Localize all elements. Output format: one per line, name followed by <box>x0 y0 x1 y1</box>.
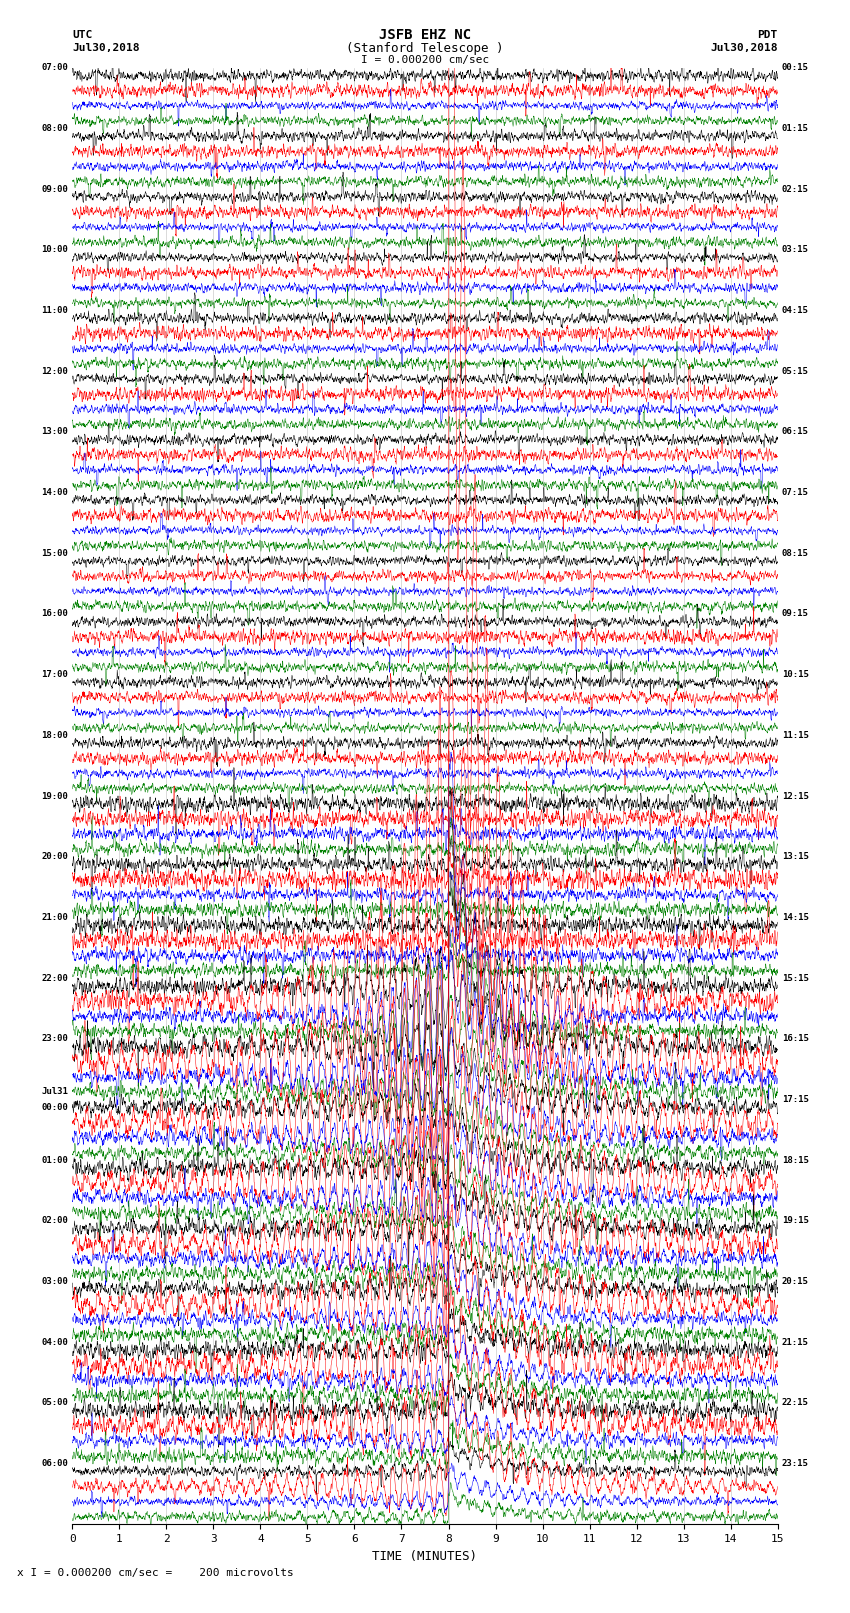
Text: 14:00: 14:00 <box>41 489 68 497</box>
Text: 13:15: 13:15 <box>782 852 809 861</box>
Text: 09:15: 09:15 <box>782 610 809 618</box>
Text: 18:00: 18:00 <box>41 731 68 740</box>
Text: 02:15: 02:15 <box>782 184 809 194</box>
Text: Jul31: Jul31 <box>41 1087 68 1097</box>
Text: 00:00: 00:00 <box>41 1103 68 1111</box>
Text: 11:00: 11:00 <box>41 306 68 315</box>
Text: 17:00: 17:00 <box>41 669 68 679</box>
Text: 15:15: 15:15 <box>782 974 809 982</box>
Text: 01:00: 01:00 <box>41 1155 68 1165</box>
Text: 05:00: 05:00 <box>41 1398 68 1408</box>
X-axis label: TIME (MINUTES): TIME (MINUTES) <box>372 1550 478 1563</box>
Text: 22:15: 22:15 <box>782 1398 809 1408</box>
Text: 19:00: 19:00 <box>41 792 68 800</box>
Text: Jul30,2018: Jul30,2018 <box>711 44 778 53</box>
Text: 10:15: 10:15 <box>782 669 809 679</box>
Text: 04:00: 04:00 <box>41 1337 68 1347</box>
Text: 02:00: 02:00 <box>41 1216 68 1226</box>
Text: 12:00: 12:00 <box>41 366 68 376</box>
Text: Jul30,2018: Jul30,2018 <box>72 44 139 53</box>
Text: 08:15: 08:15 <box>782 548 809 558</box>
Text: 05:15: 05:15 <box>782 366 809 376</box>
Text: 20:00: 20:00 <box>41 852 68 861</box>
Text: 10:00: 10:00 <box>41 245 68 255</box>
Text: 23:15: 23:15 <box>782 1460 809 1468</box>
Text: 14:15: 14:15 <box>782 913 809 923</box>
Text: 20:15: 20:15 <box>782 1277 809 1286</box>
Text: 01:15: 01:15 <box>782 124 809 132</box>
Text: 11:15: 11:15 <box>782 731 809 740</box>
Text: 07:00: 07:00 <box>41 63 68 73</box>
Text: x I = 0.000200 cm/sec =    200 microvolts: x I = 0.000200 cm/sec = 200 microvolts <box>17 1568 294 1578</box>
Text: UTC: UTC <box>72 31 93 40</box>
Text: 15:00: 15:00 <box>41 548 68 558</box>
Text: (Stanford Telescope ): (Stanford Telescope ) <box>346 42 504 55</box>
Text: 06:15: 06:15 <box>782 427 809 437</box>
Text: 13:00: 13:00 <box>41 427 68 437</box>
Text: 06:00: 06:00 <box>41 1460 68 1468</box>
Text: 16:00: 16:00 <box>41 610 68 618</box>
Text: 23:00: 23:00 <box>41 1034 68 1044</box>
Text: PDT: PDT <box>757 31 778 40</box>
Text: 08:00: 08:00 <box>41 124 68 132</box>
Text: 03:15: 03:15 <box>782 245 809 255</box>
Text: 18:15: 18:15 <box>782 1155 809 1165</box>
Text: 00:15: 00:15 <box>782 63 809 73</box>
Text: 03:00: 03:00 <box>41 1277 68 1286</box>
Text: JSFB EHZ NC: JSFB EHZ NC <box>379 29 471 42</box>
Text: 19:15: 19:15 <box>782 1216 809 1226</box>
Text: 04:15: 04:15 <box>782 306 809 315</box>
Text: 22:00: 22:00 <box>41 974 68 982</box>
Text: 09:00: 09:00 <box>41 184 68 194</box>
Text: 12:15: 12:15 <box>782 792 809 800</box>
Text: 16:15: 16:15 <box>782 1034 809 1044</box>
Text: 07:15: 07:15 <box>782 489 809 497</box>
Text: I = 0.000200 cm/sec: I = 0.000200 cm/sec <box>361 55 489 65</box>
Text: 21:00: 21:00 <box>41 913 68 923</box>
Text: 21:15: 21:15 <box>782 1337 809 1347</box>
Text: 17:15: 17:15 <box>782 1095 809 1103</box>
